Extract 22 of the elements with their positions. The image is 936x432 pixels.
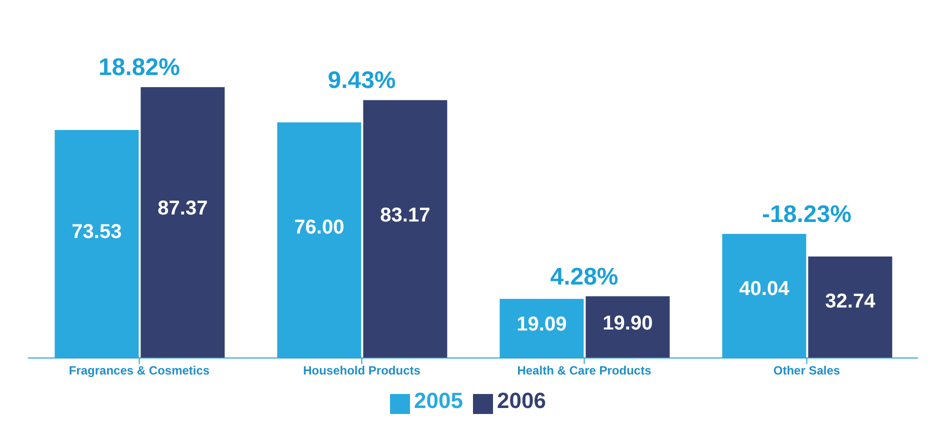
bar xyxy=(586,296,670,358)
bar xyxy=(140,87,225,358)
legend-label: 2005 xyxy=(414,388,463,413)
data-label: 73.53 xyxy=(72,220,122,243)
bar xyxy=(363,100,448,358)
bar xyxy=(808,256,892,358)
x-tick-label: Household Products xyxy=(303,364,421,378)
data-label: 87.37 xyxy=(158,197,208,220)
annotation: 9.43% xyxy=(328,67,396,94)
text: 18.82% xyxy=(98,54,180,82)
x-tick-label: Health & Care Products xyxy=(517,364,652,378)
x-tick-label: Fragrances & Cosmetics xyxy=(68,364,210,378)
annotation: 4.28% xyxy=(550,263,618,290)
data-label: 19.09 xyxy=(516,314,567,336)
data-label: 83.17 xyxy=(380,204,430,226)
x-tick-label: Other Sales xyxy=(773,364,840,378)
data-label: 40.04 xyxy=(739,278,790,300)
legend-label: 2006 xyxy=(497,388,546,413)
data-label: 32.74 xyxy=(825,290,876,312)
data-label: 19.90 xyxy=(602,312,653,334)
annotation: -18.23% xyxy=(762,200,852,228)
data-label: 76.00 xyxy=(294,216,344,239)
